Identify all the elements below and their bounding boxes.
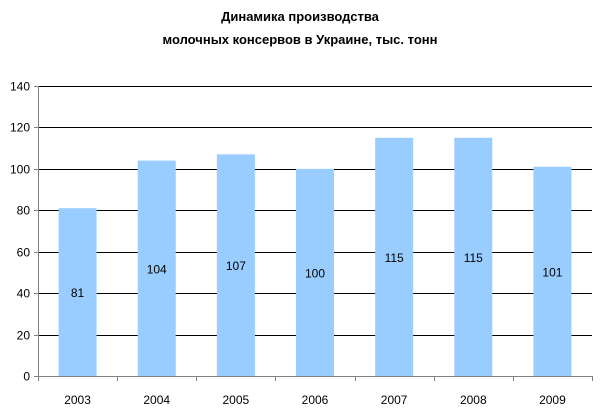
y-tick-label: 120 xyxy=(10,121,30,135)
bar xyxy=(454,137,493,376)
bar xyxy=(137,160,176,376)
bar xyxy=(296,168,334,376)
y-tick-label: 140 xyxy=(10,80,30,94)
x-tick-label: 2005 xyxy=(223,393,250,407)
labels: 0 20 40 60 80 100 120 140 81 2003 104 2004 107 2005 10… xyxy=(10,80,566,408)
bar-data-label: 81 xyxy=(71,286,85,300)
y-tick-label: 60 xyxy=(17,246,31,260)
bar xyxy=(216,154,255,376)
y-tick-label: 0 xyxy=(23,370,30,384)
bars xyxy=(58,137,572,376)
y-tick-label: 80 xyxy=(17,204,31,218)
bar-data-label: 100 xyxy=(305,266,325,280)
x-tick-label: 2009 xyxy=(539,393,566,407)
gridlines xyxy=(38,86,592,336)
x-tick-label: 2004 xyxy=(143,393,170,407)
x-tick-label: 2008 xyxy=(460,393,487,407)
x-tick-label: 2006 xyxy=(302,393,329,407)
bar xyxy=(58,208,97,376)
chart-title-line-1: Динамика производства xyxy=(221,9,379,24)
axes xyxy=(34,86,593,381)
bar-data-label: 107 xyxy=(226,259,246,273)
bar xyxy=(375,137,414,376)
bar-data-label: 115 xyxy=(385,251,404,265)
x-tick-label: 2007 xyxy=(381,393,408,407)
x-tick-label: 2003 xyxy=(64,393,91,407)
y-tick-label: 100 xyxy=(10,163,30,177)
bar-data-label: 101 xyxy=(542,265,562,279)
chart-title-line-2: молочных консервов в Украине, тыс. тонн xyxy=(162,32,438,47)
bar-data-label: 104 xyxy=(147,262,167,276)
bar-data-label: 115 xyxy=(464,251,483,265)
y-tick-label: 40 xyxy=(17,287,31,301)
y-tick-label: 20 xyxy=(17,329,31,343)
bar xyxy=(533,166,572,376)
